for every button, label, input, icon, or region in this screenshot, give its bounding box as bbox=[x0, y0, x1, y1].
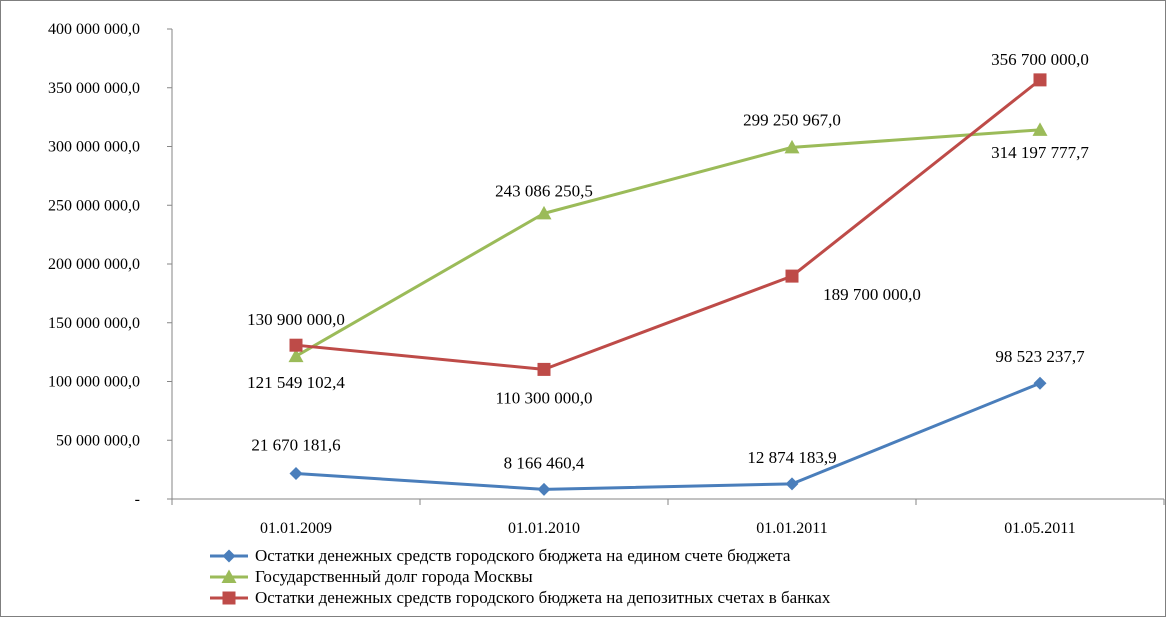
legend-item: Остатки денежных средств городского бюдж… bbox=[210, 546, 791, 565]
series-line-1 bbox=[295, 381, 1041, 491]
y-tick-label: 100 000 000,0 bbox=[48, 374, 140, 391]
data-label: 12 874 183,9 bbox=[747, 448, 836, 467]
series-line-2 bbox=[295, 128, 1041, 358]
legend-label: Остатки денежных средств городского бюдж… bbox=[255, 546, 791, 565]
series-3-marker bbox=[785, 269, 799, 283]
series-2-marker bbox=[288, 348, 304, 363]
series-3-marker bbox=[1033, 73, 1047, 87]
y-tick-label: 50 000 000,0 bbox=[56, 432, 140, 449]
data-label: 121 549 102,4 bbox=[247, 373, 345, 392]
data-label: 243 086 250,5 bbox=[495, 181, 593, 200]
series-3-marker bbox=[537, 362, 551, 376]
data-label: 356 700 000,0 bbox=[991, 50, 1089, 69]
legend-swatch-marker bbox=[221, 569, 237, 583]
legend-item: Остатки денежных средств городского бюдж… bbox=[210, 588, 831, 607]
y-tick-label: 250 000 000,0 bbox=[48, 197, 140, 214]
legend-label: Остатки денежных средств городского бюдж… bbox=[255, 588, 831, 607]
x-tick-label: 01.01.2011 bbox=[756, 520, 827, 537]
series-1-marker bbox=[537, 482, 551, 496]
data-label: 21 670 181,6 bbox=[251, 436, 340, 455]
legend-item: Государственный долг города Москвы bbox=[210, 567, 533, 586]
y-tick-label: 150 000 000,0 bbox=[48, 315, 140, 332]
y-tick-label: 200 000 000,0 bbox=[48, 256, 140, 273]
data-label: 8 166 460,4 bbox=[504, 453, 585, 472]
legend: Остатки денежных средств городского бюдж… bbox=[210, 546, 831, 607]
series-1-marker bbox=[289, 467, 303, 481]
data-label: 130 900 000,0 bbox=[247, 310, 345, 329]
series-2-marker bbox=[1032, 122, 1048, 136]
x-tick-label: 01.01.2010 bbox=[508, 520, 580, 537]
series-1-marker bbox=[785, 477, 799, 491]
data-label: 314 197 777,7 bbox=[991, 143, 1089, 162]
y-tick-label: 300 000 000,0 bbox=[48, 139, 140, 156]
legend-label: Государственный долг города Москвы bbox=[255, 567, 533, 586]
series-3-marker bbox=[289, 338, 303, 352]
legend-swatch-marker bbox=[222, 549, 236, 563]
data-label: 98 523 237,7 bbox=[995, 347, 1085, 366]
x-tick-label: 01.01.2009 bbox=[260, 520, 332, 537]
data-label: 189 700 000,0 bbox=[823, 285, 921, 304]
series-2-marker bbox=[784, 139, 800, 154]
data-label: 299 250 967,0 bbox=[743, 110, 841, 129]
legend-swatch-marker bbox=[222, 591, 236, 605]
series-1-marker bbox=[1033, 376, 1047, 390]
data-label: 110 300 000,0 bbox=[495, 388, 592, 407]
y-tick-label: 350 000 000,0 bbox=[48, 80, 140, 97]
series-line-3 bbox=[295, 78, 1041, 371]
y-tick-label: - bbox=[135, 491, 140, 508]
x-tick-label: 01.05.2011 bbox=[1004, 520, 1075, 537]
series-2-marker bbox=[536, 205, 552, 220]
y-tick-label: 400 000 000,0 bbox=[48, 21, 140, 38]
